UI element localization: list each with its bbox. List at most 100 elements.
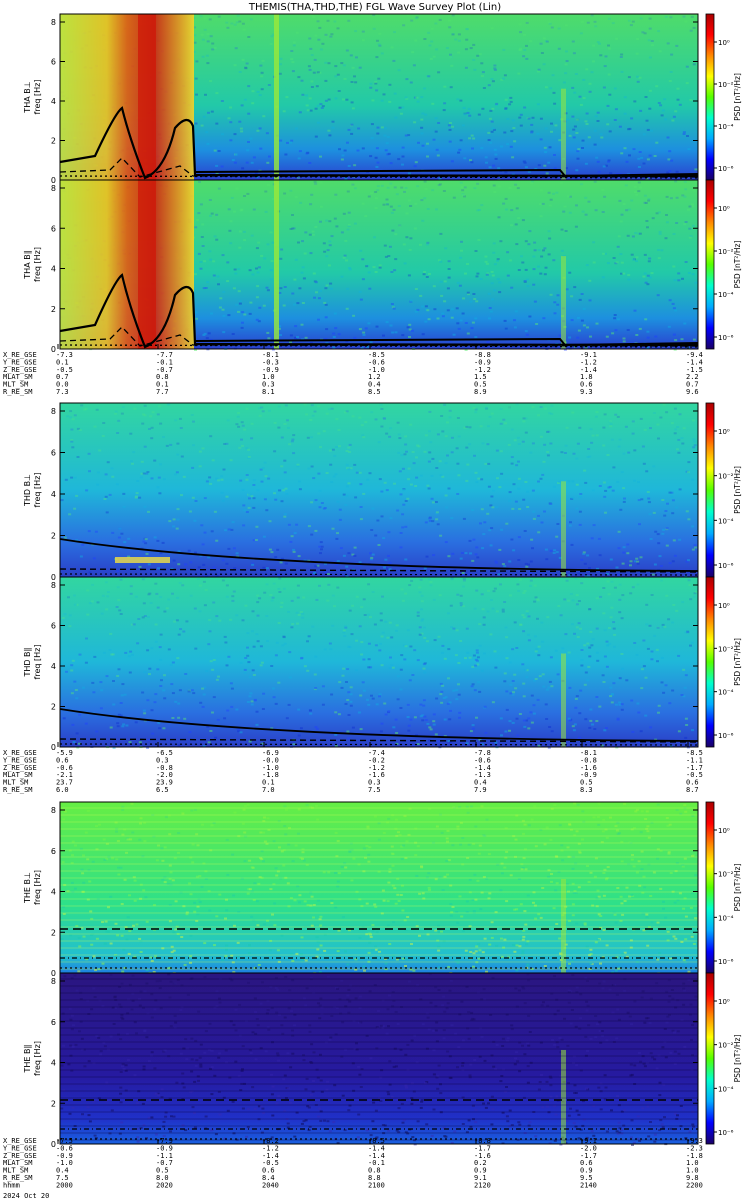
ephemeris-value: -1.4 [368, 1152, 385, 1160]
y-tick-label: 2 [51, 305, 56, 314]
ephemeris-value: -8.5 [368, 1137, 385, 1145]
ephemeris-value: -9.1 [580, 351, 597, 359]
ephemeris-value: 0.4 [474, 779, 487, 787]
ephemeris-value: 1.5 [474, 373, 487, 381]
ephemeris-value: 0.2 [474, 1159, 487, 1167]
y-tick-label: 6 [51, 1018, 56, 1027]
ephemeris-value: 2.2 [686, 373, 699, 381]
horizontal-striations [60, 807, 698, 970]
spectrogram-panel-6: 0 2 4 6 8 THE B∥ freq [Hz] 10⁰ 10⁻² 10⁻⁴ 10⁻⁶ PSD [… [23, 972, 742, 1149]
y-tick-label: 0 [51, 743, 56, 752]
y-axis-label: freq [Hz] [33, 473, 42, 508]
ephemeris-value: 0.6 [686, 779, 699, 787]
ephemeris-value: -1.0 [262, 764, 279, 772]
colorbar-tick-label: 10⁻² [718, 1042, 734, 1050]
ephemeris-value: -1.6 [368, 771, 385, 779]
y-tick-label: 0 [51, 1140, 56, 1149]
ephemeris-value: 2140 [580, 1181, 597, 1189]
y-tick-label: 0 [51, 969, 56, 978]
y-tick-label: 8 [51, 407, 56, 416]
panel-frame [59, 576, 699, 748]
colorbar-tick-label: 10⁻² [718, 871, 734, 879]
ephemeris-value: 0.5 [580, 779, 593, 787]
ephemeris-value: 2200 [686, 1181, 703, 1189]
ephemeris-value: -5.9 [56, 749, 73, 757]
ephemeris-value: -1.4 [580, 366, 597, 374]
ephemeris-value: 1.0 [686, 1167, 699, 1175]
ephemeris-value: 0.8 [156, 373, 169, 381]
ephemeris-value: 2100 [368, 1181, 385, 1189]
y-axis: 0 2 4 6 8 [51, 977, 698, 1149]
ephemeris-row-label: Z_RE_GSE [3, 366, 37, 374]
ephemeris-value: 8.3 [580, 786, 593, 794]
colorbar-tick-label: 10⁻⁴ [718, 291, 734, 299]
colorbar-tick-label: 10⁻⁴ [718, 914, 734, 922]
ephemeris-value: 1.8 [580, 373, 593, 381]
spectrogram-panel-1: 0 2 4 6 8 THA B⊥ freq [Hz] 10⁰ 10⁻² 10⁻⁴ 10⁻⁶ PSD [… [23, 13, 742, 185]
colorbar-unit-label: PSD [nT²/Hz] [733, 1035, 742, 1083]
panel-frame [59, 972, 699, 1145]
spectrogram-background [60, 973, 698, 1144]
ephemeris-value: 0.7 [686, 381, 699, 389]
colorbar-unit-label: PSD [nT²/Hz] [733, 638, 742, 686]
y-tick-label: 2 [51, 928, 56, 937]
ephemeris-value: 8.7 [686, 786, 699, 794]
ephemeris-value: -8.5 [686, 749, 703, 757]
ephemeris-value: 6.0 [56, 786, 69, 794]
ephemeris-value: 2120 [474, 1181, 491, 1189]
ephemeris-row-label: R_RE_SM [3, 786, 33, 794]
ephemeris-value: 0.1 [262, 779, 275, 787]
ephemeris-value: 7.0 [262, 786, 275, 794]
y-tick-label: 0 [51, 573, 56, 582]
y-tick-label: 0 [51, 345, 56, 354]
colorbar-tick-label: 10⁰ [718, 205, 730, 213]
y-tick-label: 0 [51, 176, 56, 185]
colorbar-tick-label: 10⁻² [718, 473, 734, 481]
ephemeris-value: -1.4 [474, 764, 491, 772]
ephemeris-value: 8.9 [474, 388, 487, 396]
y-axis-label: THE B⊥ [23, 872, 32, 904]
ephemeris-value: 9.5 [580, 1174, 593, 1182]
y-axis-label: THD B∥ [23, 647, 32, 677]
spectrogram-panel-5: 0 2 4 6 8 THE B⊥ freq [Hz] 10⁰ 10⁻² 10⁻⁴ 10⁻⁶ PSD [… [23, 801, 742, 978]
colorbar-tick-label: 10⁻⁴ [718, 1085, 734, 1093]
vertical-spike [274, 180, 279, 349]
vertical-spike [561, 878, 566, 973]
y-tick-label: 4 [51, 662, 56, 671]
ephemeris-value: 8.0 [156, 1174, 169, 1182]
gyrofrequency-curves [60, 928, 698, 969]
ephemeris-value: 6.5 [156, 786, 169, 794]
ephemeris-row-label: MLAT_SM [3, 771, 33, 779]
ephemeris-value: -0.1 [368, 1159, 385, 1167]
vertical-spike [561, 653, 566, 747]
y-tick-label: 2 [51, 137, 56, 146]
ephemeris-row-label: R_RE_SM [3, 1174, 33, 1182]
colorbar-tick-label: 10⁻⁶ [718, 1129, 734, 1137]
ephemeris-value: 0.3 [262, 381, 275, 389]
y-axis-label: THA B⊥ [23, 81, 32, 113]
ephemeris-row-label: MLT_SM [3, 1167, 28, 1175]
colorbar-tick-label: 10⁻⁶ [718, 165, 734, 173]
ephemeris-value: -9.3 [686, 1137, 703, 1145]
ephemeris-value: -1.1 [686, 756, 703, 764]
ephemeris-value: 23.7 [56, 779, 73, 787]
ephemeris-value: 0.6 [580, 381, 593, 389]
ephemeris-value: 2020 [156, 1181, 173, 1189]
y-tick-label: 4 [51, 265, 56, 274]
spectrogram-panel-4: 0 2 4 6 8 THD B∥ freq [Hz] 10⁰ 10⁻² 10⁻⁴ 10⁻⁶ PSD [… [23, 576, 742, 752]
ephemeris-value: -6.5 [156, 749, 173, 757]
ephemeris-value: 8.4 [262, 1174, 275, 1182]
ephemeris-value: -0.6 [474, 756, 491, 764]
ephemeris-value: 0.5 [474, 381, 487, 389]
ephemeris-value: -8.2 [262, 1137, 279, 1145]
vertical-spike [561, 88, 566, 180]
ephemeris-value: -0.5 [56, 366, 73, 374]
ephemeris-value: -1.8 [686, 1152, 703, 1160]
ephemeris-value: 9.3 [580, 388, 593, 396]
y-axis: 0 2 4 6 8 [51, 581, 698, 752]
ephemeris-value: 1.0 [262, 373, 275, 381]
ephemeris-tha: X_RE_GSE -7.3 -7.7 -8.1 -8.5 -8.8 -9.1 -9.4 Y_RE… [3, 351, 703, 396]
colorbar: 10⁰ 10⁻² 10⁻⁴ 10⁻⁶ PSD [nT²/Hz] [705, 972, 742, 1145]
ephemeris-value: -2.1 [56, 771, 73, 779]
